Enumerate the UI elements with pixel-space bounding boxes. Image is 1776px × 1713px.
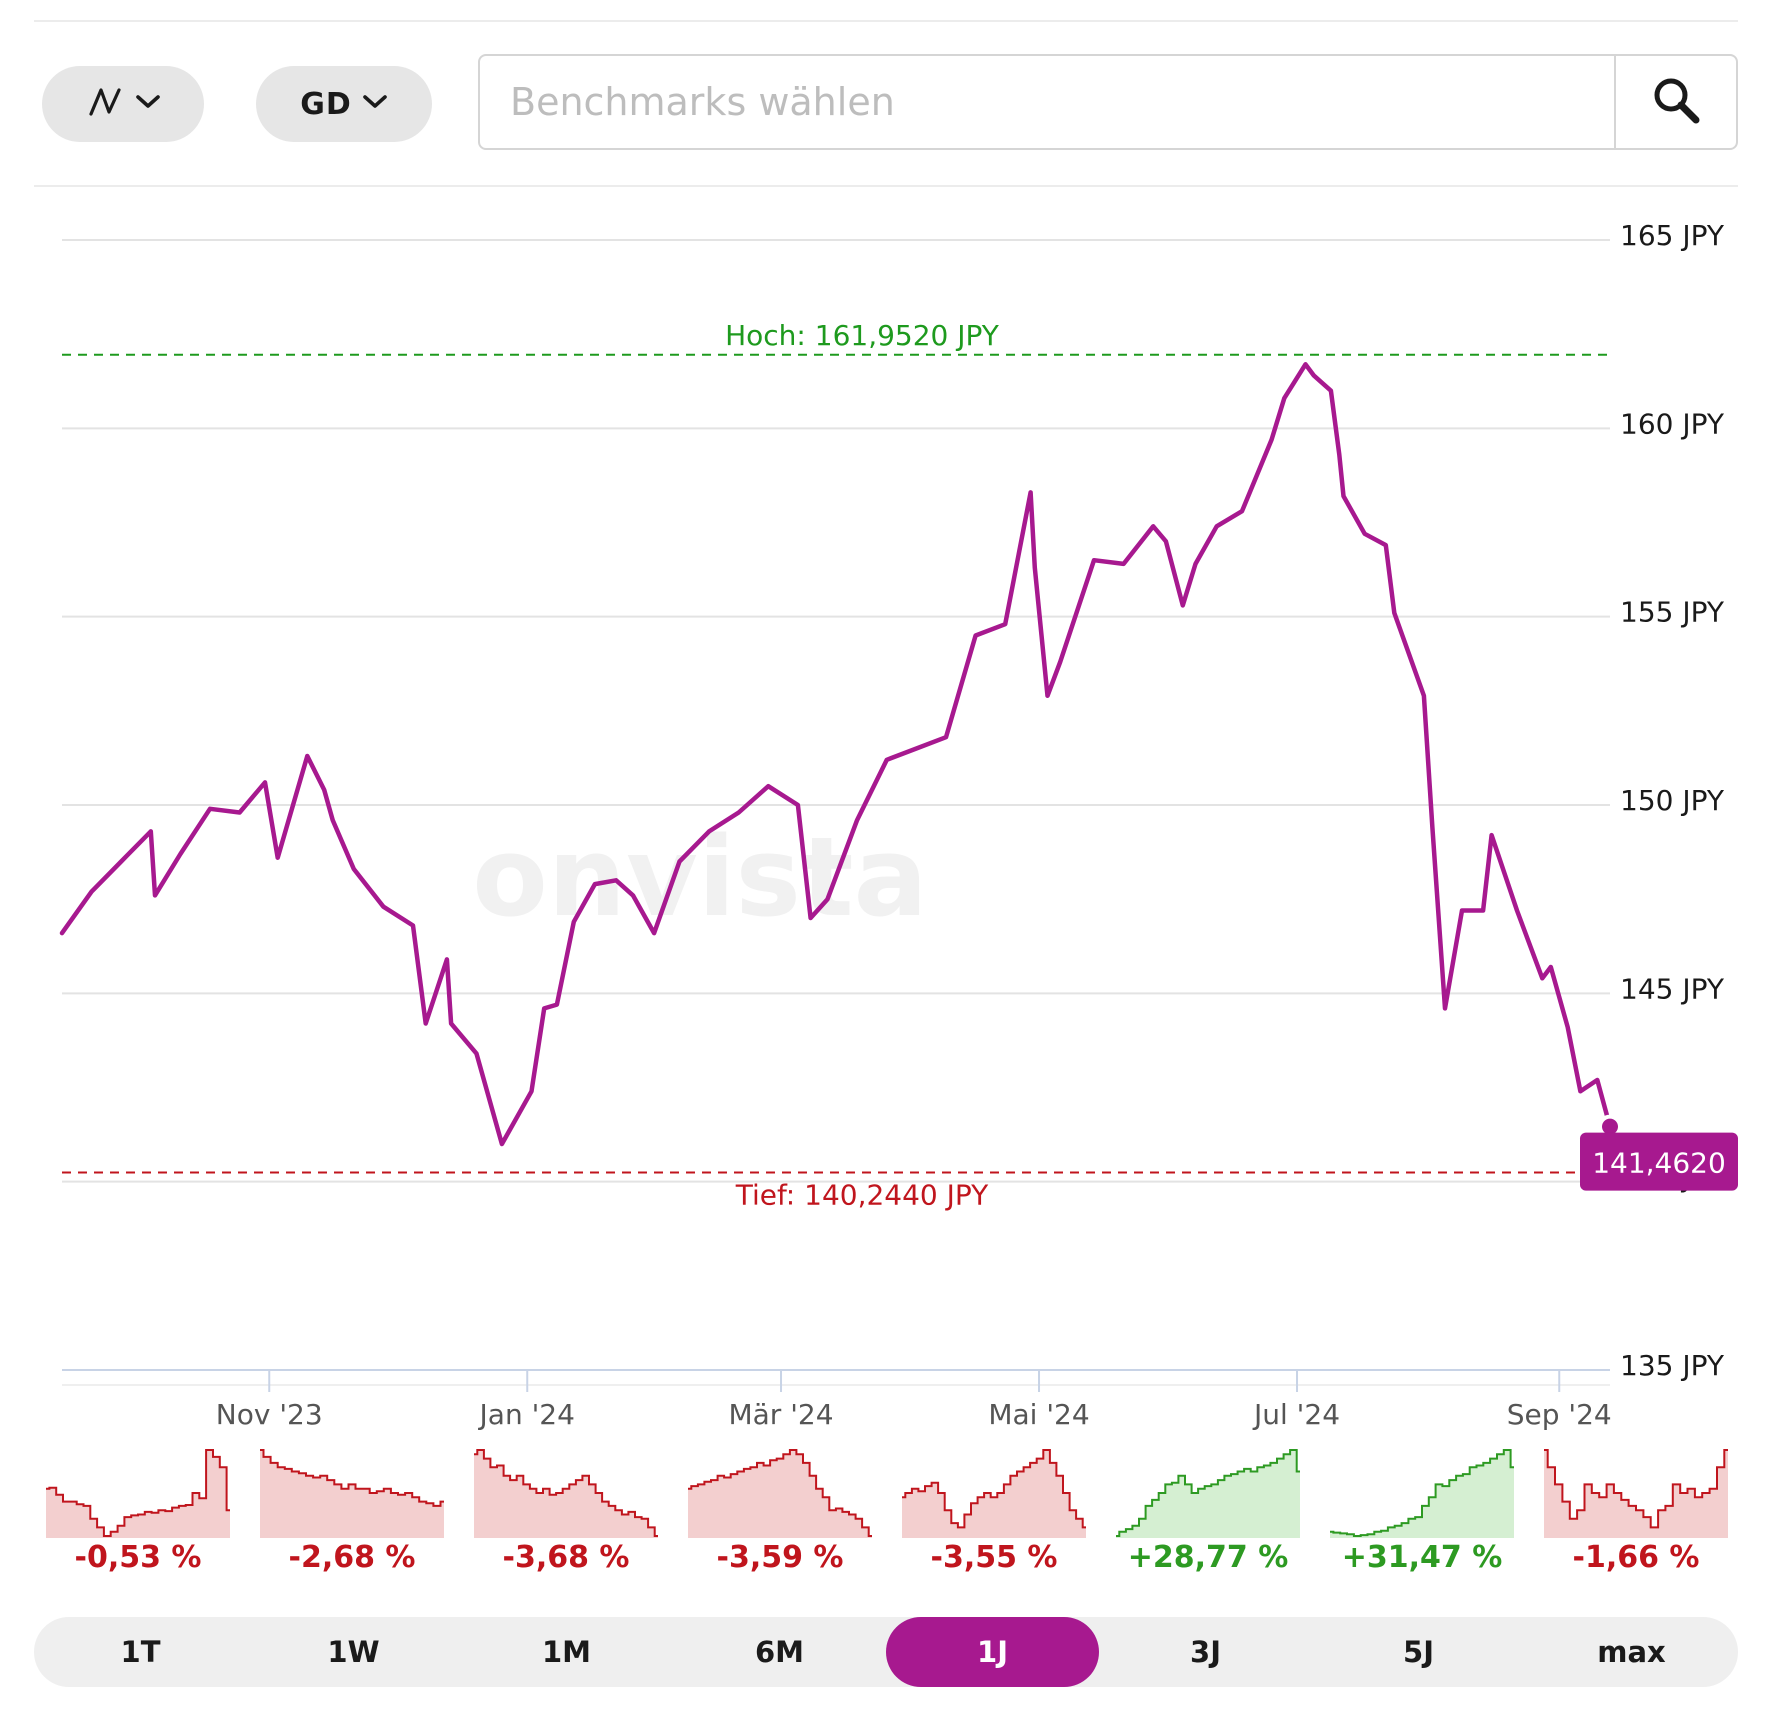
indicator-label: GD	[300, 86, 352, 122]
mini-chart-graphic	[902, 1449, 1086, 1538]
mini-chart-graphic	[688, 1449, 872, 1538]
mini-chart-area	[1544, 1450, 1728, 1538]
performance-mini-chart[interactable]: -0,53 %	[46, 1440, 230, 1575]
performance-change: +28,77 %	[1127, 1540, 1289, 1575]
mini-chart-line	[1116, 1449, 1300, 1537]
y-tick-label: 165 JPY	[1620, 219, 1725, 252]
mini-chart-graphic	[1330, 1449, 1514, 1538]
y-tick-label: 135 JPY	[1620, 1349, 1725, 1382]
last-value-badge	[1580, 1132, 1738, 1191]
mini-chart-line	[1330, 1449, 1514, 1537]
chevron-down-icon	[362, 93, 388, 115]
benchmark-search-input[interactable]	[480, 56, 1618, 148]
tab-1w[interactable]: 1W	[327, 1635, 380, 1669]
performance-change: -1,66 %	[1572, 1540, 1700, 1575]
high-label: Hoch: 161,9520 JPY	[725, 319, 1000, 352]
last-value-marker: 141,4620	[1580, 1114, 1738, 1191]
performance-mini-chart[interactable]: -3,59 %	[688, 1440, 872, 1575]
performance-mini-chart[interactable]: -3,68 %	[474, 1440, 658, 1575]
top-divider	[34, 20, 1738, 22]
chart-toolbar: GD	[0, 0, 1776, 190]
toolbar-divider	[34, 185, 1738, 187]
mini-chart-line	[1544, 1449, 1728, 1529]
performance-change: -0,53 %	[74, 1540, 202, 1575]
timeframe-tabs: 1T 1W 1M 6M 1J 3J 5J max	[34, 1617, 1738, 1687]
tab-1m[interactable]: 1M	[541, 1635, 592, 1669]
performance-mini-chart[interactable]: -2,68 %	[260, 1440, 444, 1575]
performance-change: +31,47 %	[1341, 1540, 1503, 1575]
y-gridlines	[62, 239, 1610, 1183]
y-tick-label: 145 JPY	[1620, 972, 1725, 1005]
benchmark-search	[478, 54, 1738, 150]
low-label: Tief: 140,2440 JPY	[735, 1178, 989, 1211]
x-tick-label: Sep '24	[1507, 1398, 1612, 1431]
watermark: onvista	[472, 813, 928, 941]
performance-mini-chart[interactable]: +31,47 %	[1330, 1440, 1514, 1575]
y-tick-label: 160 JPY	[1620, 407, 1725, 440]
mini-chart-area	[260, 1450, 444, 1538]
line-chart-icon	[85, 82, 125, 126]
performance-mini-chart[interactable]: +28,77 %	[1116, 1440, 1300, 1575]
chart-type-dropdown[interactable]	[42, 66, 204, 142]
mini-chart-graphic	[46, 1449, 230, 1538]
mini-chart-line	[902, 1449, 1086, 1529]
mini-chart-line	[688, 1449, 872, 1537]
x-tick-label: Jul '24	[1252, 1398, 1340, 1431]
mini-chart-line	[474, 1449, 658, 1537]
indicator-dropdown[interactable]: GD	[256, 66, 432, 142]
mini-chart-area	[474, 1450, 658, 1538]
tab-6m[interactable]: 6M	[754, 1635, 805, 1669]
x-tick-label: Mai '24	[988, 1398, 1089, 1431]
performance-change: -3,55 %	[930, 1540, 1058, 1575]
tab-1t[interactable]: 1T	[120, 1635, 161, 1669]
price-line	[59, 362, 1613, 1147]
mini-chart-line	[46, 1449, 230, 1537]
mini-chart-area	[1330, 1450, 1514, 1538]
performance-change: -3,59 %	[716, 1540, 844, 1575]
y-tick-label: 155 JPY	[1620, 596, 1725, 629]
mini-chart-area	[902, 1450, 1086, 1538]
performance-periods: -0,53 % -2,68 % -3,68 % -3,59 % -3,55 % +28,7…	[0, 1440, 1776, 1590]
performance-change: -3,68 %	[502, 1540, 630, 1575]
mini-chart-graphic	[260, 1449, 444, 1538]
y-tick-label: 150 JPY	[1620, 784, 1725, 817]
search-button[interactable]	[1614, 56, 1736, 148]
tab-3j[interactable]: 3J	[1190, 1635, 1221, 1669]
mini-chart-area	[688, 1450, 872, 1538]
x-tick-label: Mär '24	[728, 1398, 833, 1431]
tab-1j[interactable]: 1J	[886, 1617, 1099, 1687]
mini-chart-graphic	[1116, 1449, 1300, 1538]
mini-chart-graphic	[474, 1449, 658, 1538]
x-tick-label: Jan '24	[478, 1398, 575, 1431]
mini-chart-line	[260, 1449, 444, 1507]
last-value-label: 141,4620	[1592, 1147, 1726, 1180]
tab-max[interactable]: max	[1597, 1635, 1666, 1669]
performance-change: -2,68 %	[288, 1540, 416, 1575]
search-icon	[1648, 72, 1704, 132]
performance-mini-chart[interactable]: -1,66 %	[1544, 1440, 1728, 1575]
chevron-down-icon	[135, 93, 161, 115]
x-axis: Nov '23 Jan '24 Mär '24 Mai '24 Jul '24 Sep '…	[62, 1369, 1612, 1431]
mini-chart-area	[46, 1450, 230, 1538]
tab-5j[interactable]: 5J	[1403, 1635, 1434, 1669]
high-low-lines: Hoch: 161,9520 JPY Tief: 140,2440 JPY	[62, 319, 1610, 1211]
x-tick-label: Nov '23	[216, 1398, 323, 1431]
performance-mini-chart[interactable]: -3,55 %	[902, 1440, 1086, 1575]
mini-chart-graphic	[1544, 1449, 1728, 1538]
